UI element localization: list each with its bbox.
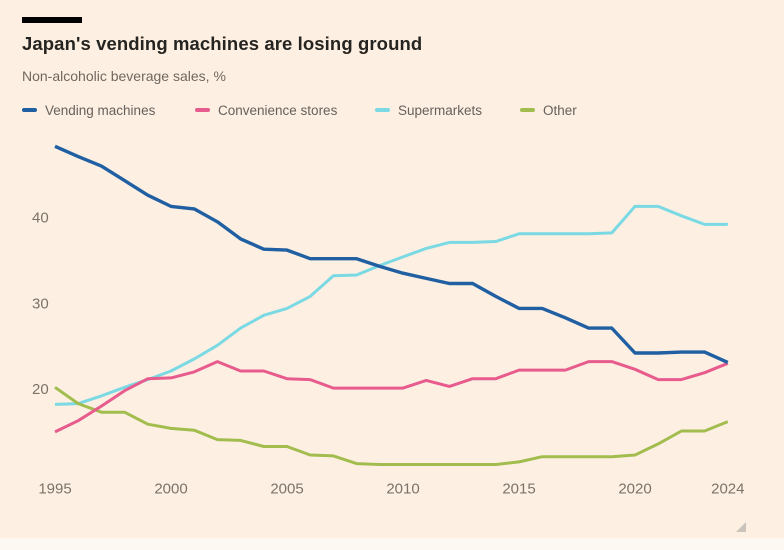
series-line-convenience xyxy=(54,360,729,434)
legend: Vending machines Convenience stores Superm… xyxy=(0,101,784,119)
page-title: Japan's vending machines are losing grou… xyxy=(22,33,423,54)
x-tick-label: 2015 xyxy=(502,481,535,498)
legend-label: Other xyxy=(543,102,577,118)
series-line-vending xyxy=(54,144,729,364)
y-tick-label: 30 xyxy=(32,295,49,312)
x-tick-label: 2024 xyxy=(711,481,744,498)
legend-item-supermarkets: Supermarkets xyxy=(375,101,482,119)
resize-grip-icon[interactable] xyxy=(736,522,746,532)
y-tick-label: 20 xyxy=(32,381,49,398)
x-tick-label: 2000 xyxy=(154,481,187,498)
legend-swatch-supermarkets xyxy=(375,108,390,112)
legend-item-convenience: Convenience stores xyxy=(195,101,337,119)
bottom-strip xyxy=(0,538,784,550)
legend-label: Vending machines xyxy=(45,102,156,118)
title-rule xyxy=(22,17,82,23)
legend-item-other: Other xyxy=(520,101,577,119)
legend-swatch-convenience xyxy=(195,108,210,112)
legend-label: Convenience stores xyxy=(218,102,338,118)
y-tick-label: 40 xyxy=(32,210,49,227)
legend-item-vending: Vending machines xyxy=(22,101,155,119)
series-line-other xyxy=(54,386,729,466)
legend-swatch-vending xyxy=(22,108,37,112)
series-line-supermarkets xyxy=(54,204,728,406)
chart-subtitle: Non-alcoholic beverage sales, % xyxy=(22,68,226,84)
legend-swatch-other xyxy=(520,108,535,112)
legend-label: Supermarkets xyxy=(398,102,483,118)
x-tick-label: 2005 xyxy=(270,481,303,498)
x-tick-label: 1995 xyxy=(38,481,71,498)
x-tick-label: 2020 xyxy=(618,481,651,498)
x-tick-label: 2010 xyxy=(386,481,419,498)
